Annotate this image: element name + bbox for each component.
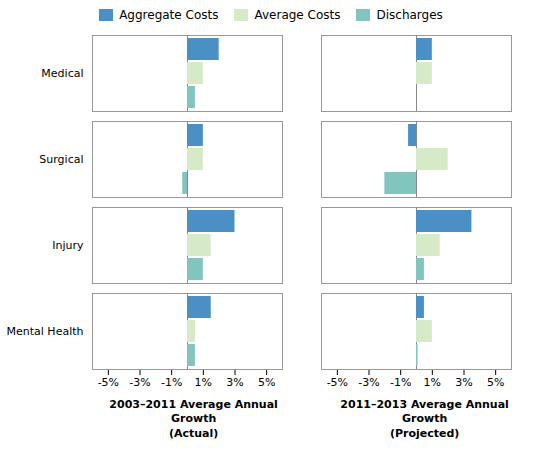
svg-text:-3%: -3% [359, 376, 380, 389]
svg-text:5%: 5% [487, 376, 504, 389]
svg-text:1%: 1% [424, 376, 441, 389]
svg-text:5%: 5% [258, 376, 275, 389]
svg-text:Surgical: Surgical [39, 153, 83, 166]
html-text:Discharges: Discharges [376, 8, 443, 22]
html-text:Average Costs: Average Costs [254, 8, 341, 22]
svg-text:-1%: -1% [161, 376, 182, 389]
html-text:2003–2011 Average Annual Growt: 2003–2011 Average Annual Growth (Actual) [109, 398, 278, 440]
svg-text:Injury: Injury [52, 239, 84, 252]
svg-text:-3%: -3% [129, 376, 150, 389]
svg-text:-1%: -1% [390, 376, 411, 389]
svg-text:3%: 3% [226, 376, 243, 389]
svg-text:Medical: Medical [41, 67, 83, 80]
svg-text:-5%: -5% [327, 376, 348, 389]
svg-text:-5%: -5% [98, 376, 119, 389]
svg-text:1%: 1% [195, 376, 212, 389]
html-text:2011–2013 Average Annual Growt: 2011–2013 Average Annual Growth (Project… [340, 398, 509, 440]
svg-text:Mental Health: Mental Health [7, 325, 84, 338]
html-text:Aggregate Costs: Aggregate Costs [119, 8, 219, 22]
svg-text:3%: 3% [455, 376, 472, 389]
